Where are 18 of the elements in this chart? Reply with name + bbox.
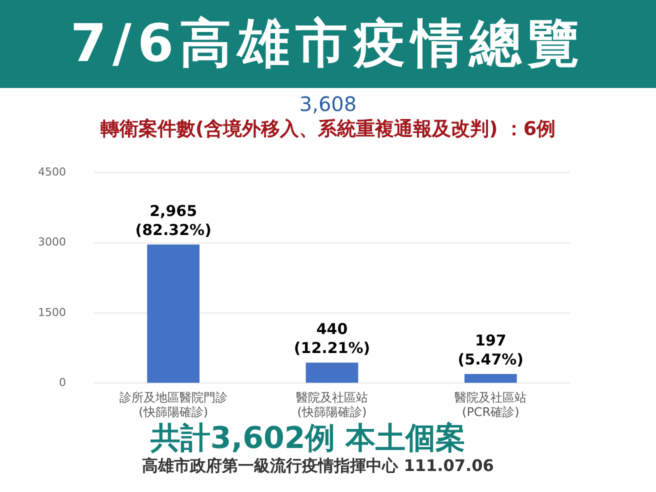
x-tick-label: 醫院及社區站 (PCR確診)	[454, 390, 527, 419]
text: 共計3,602例 本土個案	[149, 421, 467, 456]
data-label: 2,965 (82.32%)	[135, 202, 212, 239]
y-tick-label: 4500	[38, 165, 66, 178]
chart-subtitle: 3,608	[298, 92, 358, 116]
bar	[464, 374, 517, 383]
bar	[306, 362, 358, 383]
text: 高雄市政府第一級流行疫情指揮中心 111.07.06	[141, 456, 495, 477]
x-tick-label: 醫院及社區站 (快篩陽確診)	[296, 390, 368, 419]
data-label: 440 (12.21%)	[294, 320, 370, 357]
y-tick-label: 1500	[38, 306, 66, 319]
bar	[147, 244, 200, 383]
y-tick-label: 0	[58, 376, 66, 390]
text: 轉衛案件數(含境外移入、系統重複通報及改判) ：6例	[99, 117, 557, 142]
data-label: 197 (5.47%)	[458, 331, 524, 368]
chart-title: 7/6高雄市疫情總覽	[0, 0, 656, 88]
y-tick-label: 3000	[38, 236, 66, 249]
x-tick-label: 診所及地區醫院門診 (快篩陽確診)	[119, 390, 228, 419]
